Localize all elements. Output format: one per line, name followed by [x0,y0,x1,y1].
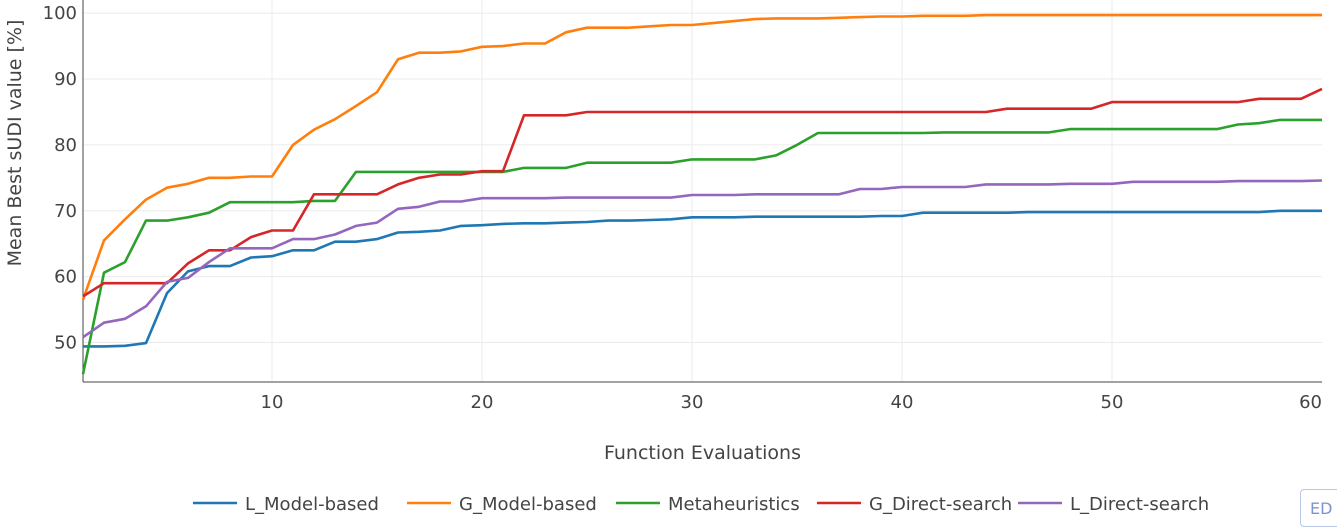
y-tick-label: 80 [54,135,77,156]
series-line-metaheuristics [81,118,1322,375]
legend-item-g-direct-search[interactable]: G_Direct-search [817,494,1012,515]
y-tick-label: 70 [54,201,77,222]
legend-item-metaheuristics[interactable]: Metaheuristics [616,494,800,515]
legend-item-l-model-based[interactable]: L_Model-based [193,494,379,515]
series-line-g-direct-search [82,87,1323,298]
series-lines [81,13,1323,375]
y-tick-label: 90 [54,69,77,90]
y-tick-label: 60 [54,267,77,288]
legend-label: G_Model-based [459,494,597,515]
legend-label: Metaheuristics [668,494,800,515]
axes: 10 20 30 40 50 60 50 60 70 80 90 100 [43,0,1322,413]
y-tick-label: 50 [54,332,77,353]
y-tick-label: 100 [43,3,77,24]
series-line-l-model-based [83,209,1322,348]
y-axis-title: Mean Best sUDI value [%] [4,20,26,267]
legend-label: G_Direct-search [869,494,1012,515]
legend-label: L_Model-based [245,494,379,515]
edit-chart-button[interactable]: ED [1300,489,1337,527]
x-axis-title: Function Evaluations [604,442,801,464]
x-tick-label: 40 [891,392,914,413]
grid-lines [83,0,1322,382]
x-tick-label: 10 [261,392,284,413]
series-line-l-direct-search [82,179,1323,339]
x-tick-label: 30 [681,392,704,413]
legend-item-g-model-based[interactable]: G_Model-based [407,494,597,515]
legend[interactable]: L_Model-based G_Model-based Metaheuristics… [193,494,1209,515]
x-tick-label: 20 [471,392,494,413]
legend-label: L_Direct-search [1070,494,1209,515]
x-tick-label: 50 [1101,392,1124,413]
series-line-g-model-based [81,13,1322,301]
legend-item-l-direct-search[interactable]: L_Direct-search [1018,494,1209,515]
x-tick-label: 60 [1299,392,1322,413]
